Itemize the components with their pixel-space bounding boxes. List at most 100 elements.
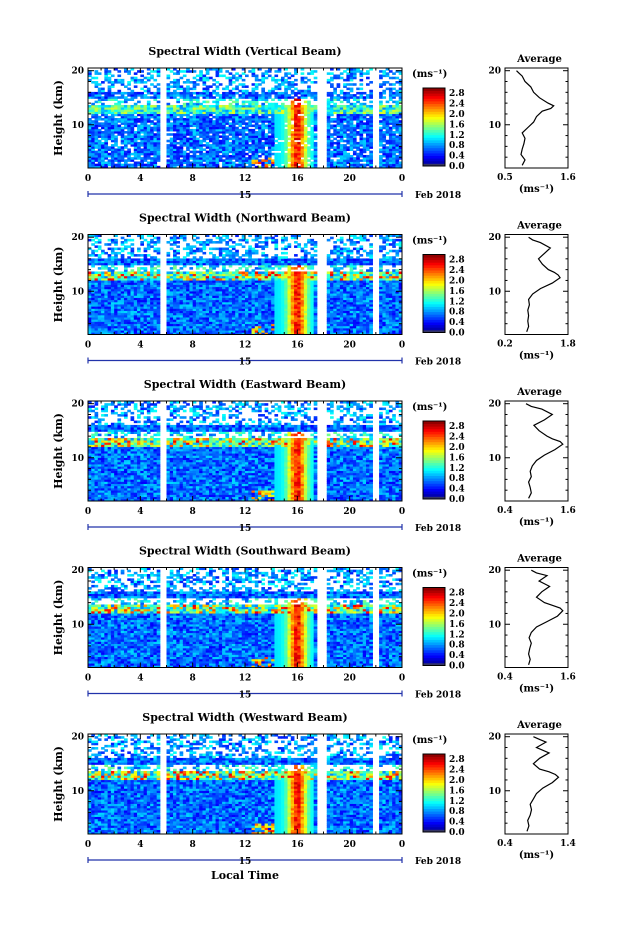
profile-line bbox=[526, 736, 560, 832]
panel-2: Spectral Width (Northward Beam) Height (k… bbox=[52, 212, 576, 368]
x-tick-label: 4 bbox=[137, 674, 143, 684]
colorbar bbox=[422, 87, 446, 167]
colorbar-tick-label: 2.8 bbox=[449, 422, 465, 432]
profile-x-tick-label: 1.6 bbox=[560, 506, 576, 516]
x-tick-label: 16 bbox=[291, 507, 304, 517]
colorbar bbox=[422, 254, 446, 333]
x-tick-label: 16 bbox=[291, 341, 304, 351]
colorbar-tick-label: 0.4 bbox=[449, 318, 465, 328]
average-profile: Average 10 20 0.2 1.8 (ms⁻¹) bbox=[488, 221, 575, 362]
x-tick-label: 8 bbox=[190, 507, 196, 517]
profile-title: Average bbox=[516, 387, 562, 398]
y-tick-label: 10 bbox=[71, 287, 84, 297]
x-tick-label: 12 bbox=[239, 507, 252, 517]
x-tick-label: 0 bbox=[399, 674, 405, 684]
x-tick-label: 0 bbox=[85, 674, 91, 684]
day-label: 15 bbox=[239, 191, 252, 201]
profile-x-label: (ms⁻¹) bbox=[519, 351, 554, 362]
colorbar-tick-label: 1.2 bbox=[449, 630, 465, 640]
y-axis-label: Height (km) bbox=[52, 413, 65, 489]
average-profile: Average 10 20 0.4 1.6 (ms⁻¹) bbox=[488, 554, 575, 695]
x-tick-label: 12 bbox=[239, 840, 252, 850]
profile-y-tick-label: 10 bbox=[488, 121, 501, 131]
day-label: 15 bbox=[239, 691, 252, 701]
colorbar-tick-label: 1.2 bbox=[449, 464, 465, 474]
profile-x-tick-label: 0.4 bbox=[497, 506, 513, 516]
colorbar-tick-label: 2.8 bbox=[449, 89, 465, 99]
colorbar-tick-label: 2.0 bbox=[449, 610, 465, 620]
colorbar-tick-label: 0.0 bbox=[449, 828, 465, 838]
x-tick-label: 0 bbox=[399, 341, 405, 351]
x-tick-label: 0 bbox=[85, 174, 91, 184]
colorbar-unit: (ms⁻¹) bbox=[412, 69, 447, 80]
x-tick-label: 4 bbox=[137, 840, 143, 850]
colorbar-tick-label: 1.6 bbox=[449, 120, 465, 130]
colorbar-tick-label: 0.4 bbox=[449, 152, 465, 162]
colorbar-tick-label: 2.0 bbox=[449, 776, 465, 786]
colorbar-tick-label: 0.8 bbox=[449, 308, 465, 318]
profile-y-tick-label: 10 bbox=[488, 287, 501, 297]
profile-y-tick-label: 10 bbox=[488, 787, 501, 797]
profile-y-tick-label: 10 bbox=[488, 620, 501, 630]
profile-x-tick-label: 0.4 bbox=[497, 839, 513, 849]
colorbar-tick-label: 1.2 bbox=[449, 131, 465, 141]
y-tick-label: 10 bbox=[71, 121, 84, 131]
y-tick-label: 10 bbox=[71, 787, 84, 797]
x-tick-label: 16 bbox=[291, 840, 304, 850]
colorbar-tick-label: 0.8 bbox=[449, 641, 465, 651]
profile-y-tick-label: 20 bbox=[488, 233, 501, 243]
heatmap-cells bbox=[88, 68, 403, 169]
colorbar-tick-label: 1.2 bbox=[449, 297, 465, 307]
x-tick-label: 12 bbox=[239, 674, 252, 684]
colorbar-unit: (ms⁻¹) bbox=[412, 735, 447, 746]
panel-4: Spectral Width (Southward Beam) Height (k… bbox=[52, 545, 576, 701]
profile-line bbox=[525, 403, 564, 499]
y-axis-label: Height (km) bbox=[52, 80, 65, 156]
colorbar-tick-label: 0.4 bbox=[449, 818, 465, 828]
colorbar-tick-label: 1.6 bbox=[449, 786, 465, 796]
profile-x-tick-label: 0.4 bbox=[497, 673, 513, 683]
x-tick-label: 12 bbox=[239, 341, 252, 351]
panel-title: Spectral Width (Vertical Beam) bbox=[148, 45, 341, 58]
x-tick-label: 20 bbox=[343, 507, 356, 517]
heatmap-cells bbox=[88, 734, 403, 835]
y-tick-label: 20 bbox=[71, 566, 84, 576]
day-label: 15 bbox=[239, 524, 252, 534]
heatmap-cells bbox=[88, 234, 403, 335]
x-tick-label: 8 bbox=[190, 341, 196, 351]
x-tick-label: 0 bbox=[399, 840, 405, 850]
x-tick-label: 0 bbox=[85, 507, 91, 517]
panel-1: Spectral Width (Vertical Beam) Height (km… bbox=[52, 45, 576, 201]
profile-y-tick-label: 20 bbox=[488, 400, 501, 410]
colorbar-tick-label: 0.4 bbox=[449, 651, 465, 661]
colorbar bbox=[422, 420, 446, 500]
colorbar-tick-label: 1.6 bbox=[449, 620, 465, 630]
colorbar-tick-label: 2.4 bbox=[449, 433, 465, 443]
panel-title: Spectral Width (Southward Beam) bbox=[139, 545, 351, 558]
colorbar-tick-label: 2.4 bbox=[449, 266, 465, 276]
y-tick-label: 20 bbox=[71, 400, 84, 410]
colorbar-unit: (ms⁻¹) bbox=[412, 236, 447, 247]
date-label: Feb 2018 bbox=[415, 191, 461, 201]
colorbar-tick-label: 0.8 bbox=[449, 807, 465, 817]
heatmap-cells bbox=[88, 401, 403, 502]
x-tick-label: 4 bbox=[137, 174, 143, 184]
colorbar-tick-label: 2.4 bbox=[449, 100, 465, 110]
panel-3: Spectral Width (Eastward Beam) Height (km… bbox=[52, 378, 576, 534]
x-tick-label: 8 bbox=[190, 674, 196, 684]
day-label: 15 bbox=[239, 857, 252, 867]
profile-title: Average bbox=[516, 54, 562, 65]
colorbar-tick-label: 0.0 bbox=[449, 662, 465, 672]
profile-line bbox=[516, 70, 555, 166]
profile-line bbox=[527, 569, 564, 665]
y-axis-label: Height (km) bbox=[52, 580, 65, 656]
y-axis-label: Height (km) bbox=[52, 746, 65, 822]
y-tick-label: 20 bbox=[71, 733, 84, 743]
x-tick-label: 4 bbox=[137, 507, 143, 517]
x-tick-label: 20 bbox=[343, 174, 356, 184]
colorbar-unit: (ms⁻¹) bbox=[412, 402, 447, 413]
colorbar-tick-label: 2.0 bbox=[449, 443, 465, 453]
day-label: 15 bbox=[239, 358, 252, 368]
colorbar-tick-label: 2.8 bbox=[449, 256, 465, 266]
profile-x-label: (ms⁻¹) bbox=[519, 184, 554, 195]
